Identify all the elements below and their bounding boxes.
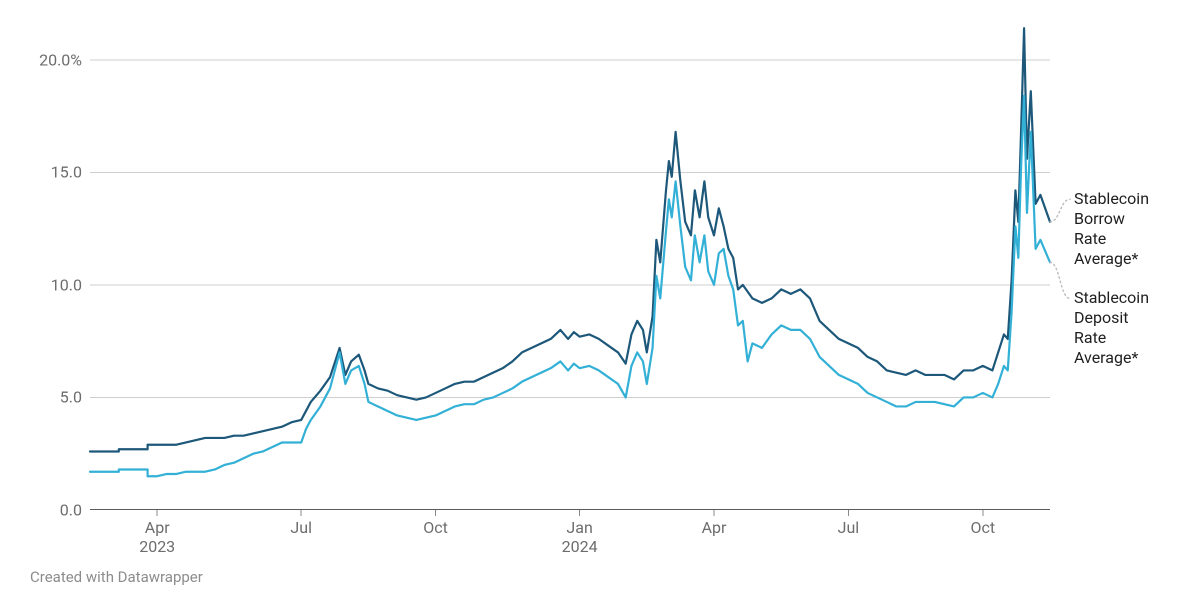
- line-chart: 0.0 5.0 10.0 15.0 20.0% Apr 2023 Jul Oct Jan 202…: [0, 0, 1200, 600]
- y-tick-label: 20.0%: [39, 50, 90, 69]
- series-borrow: [90, 28, 1050, 451]
- x-tick-label: Jan 2024: [562, 510, 598, 556]
- y-tick-label: 5.0: [60, 388, 90, 407]
- x-tick-label: Apr: [702, 510, 727, 537]
- series-label-deposit: Stablecoin Deposit Rate Average*: [1074, 288, 1149, 368]
- x-tick-label: Oct: [970, 510, 995, 537]
- x-tick-label: Apr 2023: [139, 510, 175, 556]
- y-tick-label: 10.0: [51, 275, 90, 294]
- x-tick-label: Oct: [423, 510, 448, 537]
- y-tick-label: 15.0: [51, 163, 90, 182]
- plot-svg: [90, 26, 1050, 510]
- y-tick-label: 0.0: [60, 501, 90, 520]
- x-tick-label: Jul: [290, 510, 312, 537]
- series-label-borrow: Stablecoin Borrow Rate Average*: [1074, 189, 1149, 269]
- chart-credit: Created with Datawrapper: [30, 568, 203, 586]
- plot-area: 0.05.010.015.020.0%Apr 2023JulOctJan 202…: [90, 26, 1050, 510]
- series-deposit: [90, 96, 1050, 476]
- x-tick-label: Jul: [838, 510, 860, 537]
